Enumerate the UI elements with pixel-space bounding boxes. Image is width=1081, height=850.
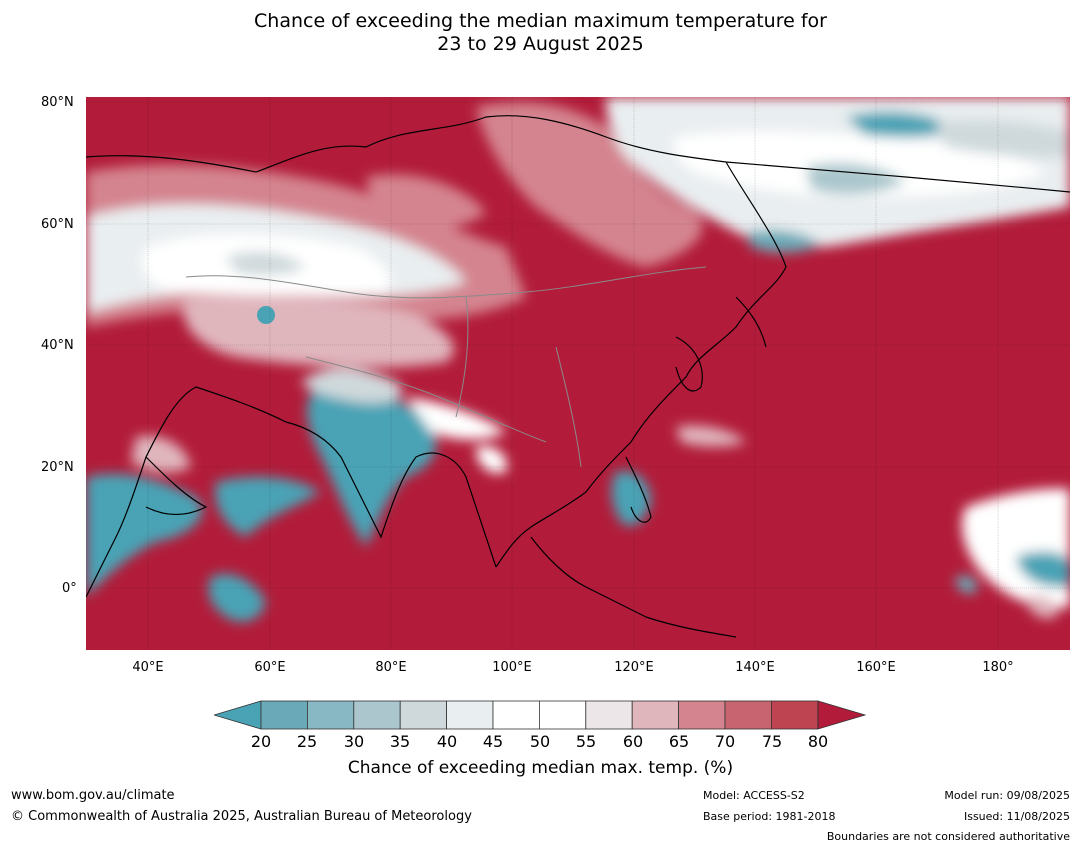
colorbar-tick-30: 30 — [343, 732, 365, 751]
map-svg — [86, 97, 1070, 650]
colorbar-bin-60-65 — [631, 700, 680, 730]
colorbar-tick-75: 75 — [761, 732, 783, 751]
colorbar-bin-35-40 — [399, 700, 447, 730]
lon-label-160e: 160°E — [856, 660, 896, 675]
colorbar-bin-65-70 — [678, 700, 726, 730]
colorbar-bin-25-30 — [307, 700, 355, 730]
lon-label-100e: 100°E — [492, 660, 532, 675]
footer-model: Model: ACCESS-S2 — [703, 789, 805, 802]
lat-label-40n: 40°N — [41, 338, 74, 353]
colorbar-bin-55-60 — [585, 700, 633, 730]
lon-label-140e: 140°E — [735, 660, 775, 675]
colorbar-tick-20: 20 — [250, 732, 272, 751]
colorbar-bin-20-25 — [260, 700, 308, 730]
lat-label-80n: 80°N — [41, 95, 74, 110]
lat-label-0: 0° — [62, 581, 77, 596]
lat-label-60n: 60°N — [41, 217, 74, 232]
colorbar-bin-50-55 — [538, 700, 587, 730]
colorbar-tick-55: 55 — [575, 732, 597, 751]
colorbar-tick-25: 25 — [296, 732, 318, 751]
probability-field — [86, 97, 1070, 622]
footer-copyright: © Commonwealth of Australia 2025, Austra… — [11, 809, 472, 824]
footer-base-period: Base period: 1981-2018 — [703, 810, 836, 823]
colorbar-bin-75-80 — [771, 700, 819, 730]
lat-label-20n: 20°N — [41, 460, 74, 475]
graticule — [86, 97, 1070, 650]
probability-map — [86, 97, 1070, 650]
colorbar-tick-35: 35 — [389, 732, 411, 751]
colorbar-tick-60: 60 — [622, 732, 644, 751]
coastlines — [86, 115, 1070, 638]
chart-title-line1: Chance of exceeding the median maximum t… — [254, 10, 827, 32]
colorbar-min-extend — [214, 700, 262, 730]
footer-issued: Issued: 11/08/2025 — [963, 810, 1070, 823]
footer-website: www.bom.gov.au/climate — [11, 788, 175, 803]
colorbar-tick-80: 80 — [807, 732, 829, 751]
colorbar-tick-45: 45 — [482, 732, 504, 751]
colorbar-bin-70-75 — [724, 700, 772, 730]
borders — [185, 266, 707, 468]
lon-label-120e: 120°E — [614, 660, 654, 675]
colorbar-tick-70: 70 — [714, 732, 736, 751]
lon-label-180: 180° — [982, 660, 1014, 675]
colorbar — [214, 700, 866, 730]
footer-disclaimer: Boundaries are not considered authoritat… — [826, 830, 1070, 843]
colorbar-bin-45-50 — [492, 700, 540, 730]
lon-label-60e: 60°E — [254, 660, 286, 675]
lon-label-40e: 40°E — [132, 660, 164, 675]
colorbar-title: Chance of exceeding median max. temp. (%… — [347, 758, 734, 778]
footer-model-run: Model run: 09/08/2025 — [944, 789, 1070, 802]
lon-label-80e: 80°E — [375, 660, 407, 675]
colorbar-max-extend — [817, 700, 866, 730]
colorbar-tick-40: 40 — [436, 732, 458, 751]
colorbar-bin-30-35 — [353, 700, 401, 730]
colorbar-bin-40-45 — [446, 700, 494, 730]
colorbar-tick-50: 50 — [529, 732, 551, 751]
colorbar-tick-65: 65 — [668, 732, 690, 751]
chart-title-line2: 23 to 29 August 2025 — [437, 33, 644, 55]
inland-sea — [257, 306, 275, 324]
